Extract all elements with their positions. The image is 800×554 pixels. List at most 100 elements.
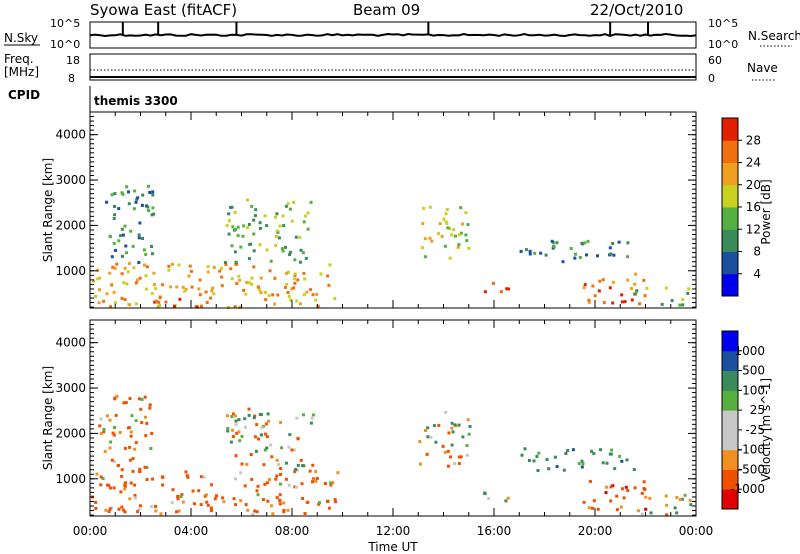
echo-cell — [179, 495, 183, 498]
echo-cell — [675, 496, 679, 499]
echo-cell — [222, 500, 226, 504]
echo-cell — [311, 463, 315, 467]
echo-cell — [580, 459, 584, 463]
power-ylabel: Slant Range [km] — [41, 158, 55, 262]
echo-cell — [443, 450, 447, 454]
velocity-colorbar-segment — [722, 429, 738, 451]
echo-cell — [506, 496, 510, 500]
echo-cell — [253, 214, 257, 218]
echo-cell — [310, 416, 314, 420]
echo-cell — [271, 512, 275, 516]
echo-cell — [665, 503, 669, 507]
echo-cell — [230, 244, 234, 248]
echo-cell — [243, 484, 247, 488]
echo-cell — [242, 288, 246, 292]
echo-cell — [296, 278, 300, 282]
echo-cell — [209, 506, 213, 510]
echo-cell — [296, 437, 300, 441]
echo-cell — [252, 265, 256, 269]
echo-cell — [159, 512, 163, 516]
echo-cell — [336, 471, 340, 475]
echo-cell — [577, 462, 581, 466]
velocity-colorbar-segment — [722, 350, 738, 372]
echo-cell — [109, 305, 113, 309]
echo-cell — [252, 232, 256, 236]
echo-cell — [131, 469, 135, 473]
echo-cell — [136, 510, 140, 514]
echo-cell — [250, 276, 254, 280]
echo-cell — [141, 237, 144, 240]
echo-cell — [150, 252, 154, 256]
echo-cell — [197, 489, 201, 493]
echo-cell — [98, 276, 101, 280]
echo-cell — [210, 289, 214, 293]
echo-cell — [449, 455, 452, 459]
echo-cell — [311, 477, 315, 481]
echo-cell — [635, 289, 639, 293]
echo-cell — [285, 282, 289, 286]
echo-cell — [161, 483, 165, 487]
echo-cell — [438, 222, 442, 226]
echo-cell — [234, 477, 237, 481]
echo-cell — [299, 458, 303, 462]
echo-cell — [299, 248, 303, 252]
y-tick-label: 1000 — [55, 472, 86, 486]
echo-cell — [523, 447, 527, 451]
echo-cell — [638, 302, 642, 306]
echo-cell — [615, 494, 619, 498]
echo-cell — [566, 449, 570, 453]
echo-cell — [184, 470, 188, 474]
echo-cell — [133, 189, 137, 193]
echo-cell — [290, 287, 294, 291]
echo-cell — [146, 205, 150, 209]
echo-cell — [268, 478, 271, 482]
echo-cell — [596, 507, 600, 511]
echo-cell — [281, 214, 285, 218]
echo-cell — [590, 449, 594, 453]
echo-cell — [648, 496, 652, 500]
echo-cell — [125, 185, 129, 189]
echo-cell — [113, 266, 117, 270]
echo-cell — [630, 298, 634, 302]
echo-cell — [264, 432, 268, 436]
echo-cell — [120, 296, 124, 300]
echo-cell — [111, 431, 115, 435]
echo-cell — [134, 302, 138, 306]
echo-cell — [285, 271, 288, 275]
echo-cell — [244, 503, 248, 507]
echo-cell — [138, 276, 142, 280]
echo-cell — [176, 497, 180, 501]
echo-cell — [242, 224, 246, 228]
echo-cell — [266, 499, 270, 503]
power-colorbar-segment — [722, 162, 738, 186]
echo-cell — [110, 193, 114, 197]
echo-cell — [426, 426, 430, 430]
echo-cell — [274, 477, 278, 481]
echo-cell — [145, 421, 149, 425]
echo-cell — [230, 205, 234, 209]
echo-cell — [457, 243, 461, 247]
echo-cell — [274, 215, 277, 219]
echo-cell — [245, 462, 249, 466]
echo-cell — [649, 511, 653, 515]
echo-cell — [601, 278, 605, 282]
echo-cell — [591, 506, 594, 510]
echo-cell — [423, 255, 427, 259]
echo-cell — [112, 290, 116, 294]
echo-cell — [274, 243, 278, 247]
echo-cell — [123, 510, 127, 514]
echo-cell — [232, 497, 236, 501]
echo-cell — [580, 465, 584, 469]
echo-cell — [295, 468, 299, 472]
echo-cell — [221, 496, 225, 500]
echo-cell — [170, 262, 174, 266]
echo-cell — [181, 500, 185, 504]
echo-cell — [151, 193, 155, 197]
echo-cell — [253, 435, 257, 439]
echo-cell — [545, 458, 549, 461]
velocity-colorbar-segment — [722, 390, 738, 411]
echo-cell — [311, 293, 315, 297]
echo-cell — [287, 270, 290, 274]
power-x-ticks — [89, 112, 697, 308]
echo-cell — [596, 254, 599, 258]
